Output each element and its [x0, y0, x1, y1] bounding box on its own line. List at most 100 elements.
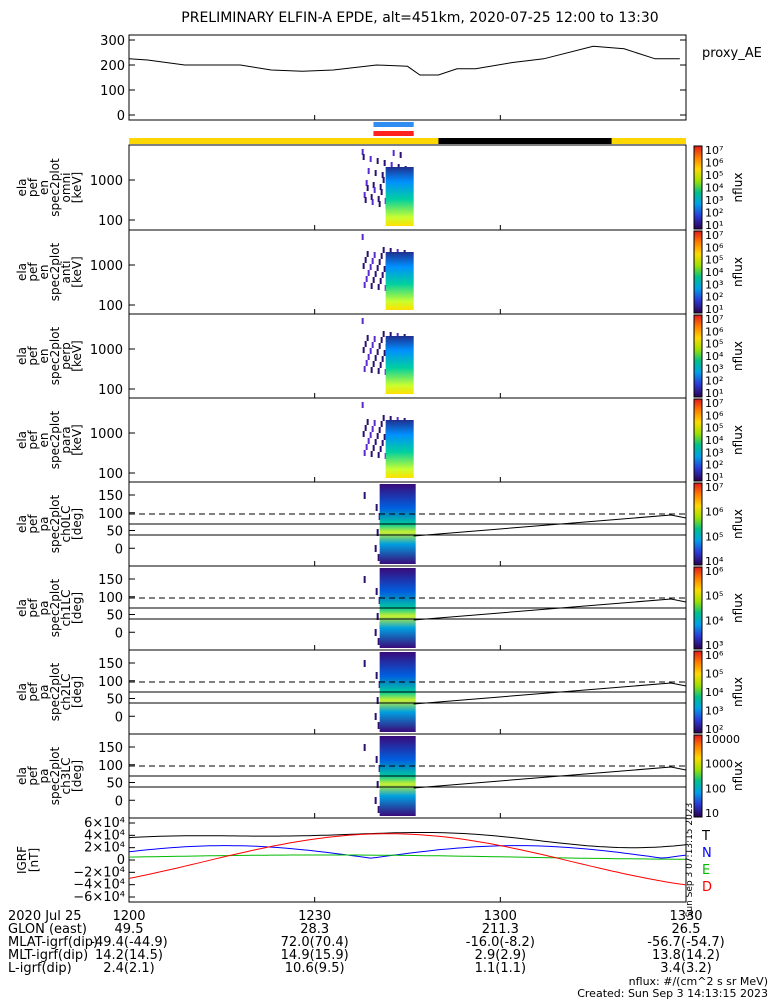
en3-colorbar-label: 10⁷: [705, 313, 723, 326]
pa0-ylabel: [deg]: [70, 508, 84, 540]
en2-colorbar: [693, 230, 703, 314]
en4-speckle: [362, 431, 365, 437]
pa3-ylabel: spec2plot: [48, 746, 62, 805]
en1-speckle: [374, 170, 377, 176]
en2-speckle: [370, 283, 373, 289]
pa3-ytick-label: 0: [115, 794, 123, 809]
en3-colorbar: [693, 314, 703, 398]
pa2-ylabel: ela: [15, 683, 29, 701]
en1-speckle: [390, 162, 393, 168]
ae-ytick-label: 300: [100, 34, 125, 49]
en1-speckle: [399, 152, 402, 158]
pa2-ylabel: pa: [37, 685, 51, 700]
pa0-ytick-label: 150: [98, 489, 123, 504]
en4-colorbar-label: 10¹: [705, 471, 723, 484]
en1-speckle: [371, 199, 374, 205]
pa3-colorbar-label: 10: [705, 807, 719, 820]
ae-ytick-label: 200: [100, 59, 125, 74]
en4-speckle: [370, 451, 373, 457]
en4-ylabel: ela: [15, 431, 29, 449]
en3-ytick-label: 100: [98, 383, 123, 398]
en3-speckle: [376, 349, 379, 355]
pa0-ylabel: ela: [15, 515, 29, 533]
footer-value: 1200: [112, 909, 145, 924]
footer-value: 1300: [484, 909, 517, 924]
en3-speckle: [366, 335, 369, 341]
en4-speckle: [373, 420, 376, 426]
igrf-ytick-label: 0: [117, 853, 125, 868]
en4-ylabel: en: [37, 433, 51, 448]
pa0-colorbar-label: 10⁷: [705, 481, 723, 494]
pa2-ylabel: pef: [26, 682, 40, 702]
en2-colorbar-label: 10²: [705, 291, 723, 304]
en3-speckle: [377, 368, 380, 374]
footer-value: 14.2(14.5): [95, 948, 163, 963]
pa3-speckle: [375, 756, 378, 763]
en2-speckle: [364, 257, 367, 263]
en4-spectrum: [385, 420, 414, 478]
en4-speckle: [378, 427, 381, 433]
en2-speckle: [382, 247, 385, 253]
en2-colorbar-label: 10⁴: [705, 266, 724, 279]
en3-colorbar-label: 10⁵: [705, 338, 723, 351]
en4-colorbar-label: 10⁵: [705, 422, 723, 435]
en4-speckle: [372, 445, 375, 451]
pa1-colorbar-label: 10⁶: [705, 565, 724, 578]
pa3-ytick-label: 50: [106, 777, 123, 792]
en2-colorbar-label: 10¹: [705, 303, 723, 316]
pa1-colorbar: [693, 566, 703, 650]
science-zone-mark-blue: [373, 122, 414, 127]
pa1-ylabel: [deg]: [70, 592, 84, 624]
en1-ylabel: omni: [59, 173, 73, 203]
pa2-colorbar-label: 10³: [705, 705, 723, 718]
ae-panel-frame: [128, 34, 687, 121]
pa3-ylabel: pef: [26, 766, 40, 786]
pa3-colorbar-label: 1000: [705, 758, 733, 771]
en3-ylabel: ela: [15, 347, 29, 365]
footer-value: -16.0(-8.2): [466, 935, 535, 950]
en3-speckle: [363, 366, 366, 372]
science-zone-mark-red: [373, 131, 414, 136]
pa2-ylabel: spec2plot: [48, 662, 62, 721]
en4-speckle: [369, 432, 372, 438]
en1-colorbar-unit: nflux: [731, 173, 745, 203]
pa2-ytick-label: 100: [98, 675, 123, 690]
pa3-ylabel: ela: [15, 767, 29, 785]
en3-speckle: [364, 341, 367, 347]
en1-speckle: [378, 201, 381, 207]
pa0-colorbar-label: 10⁴: [705, 555, 724, 568]
footer-value: 1330: [669, 909, 702, 924]
en3-speckle: [373, 336, 376, 342]
en3-speckle: [379, 362, 382, 368]
en1-speckle: [376, 158, 379, 164]
pa3-trend-line: [413, 766, 687, 789]
en4-colorbar-label: 10⁶: [705, 409, 724, 422]
pa3-ylabel: pa: [37, 769, 51, 784]
en1-speckle: [365, 180, 368, 186]
en2-speckle: [389, 248, 392, 254]
line-layer: [128, 45, 687, 886]
pa2-colorbar-label: 10⁵: [705, 668, 723, 681]
en2-speckle: [373, 252, 376, 258]
igrf-legend-E: E: [702, 863, 710, 878]
pa1-colorbar-label: 10⁵: [705, 590, 723, 603]
footer-value: -56.7(-54.7): [647, 935, 724, 950]
pa0-ylabel: spec2plot: [48, 494, 62, 553]
en2-colorbar-label: 10³: [705, 278, 723, 291]
en4-ylabel: [keV]: [70, 424, 84, 455]
en3-speckle: [389, 332, 392, 338]
pa2-ytick-label: 150: [98, 657, 123, 672]
en4-ytick-label: 1000: [90, 427, 123, 442]
footer-value: 26.5: [672, 922, 701, 937]
pa3-speckle: [374, 797, 377, 804]
en1-speckle: [382, 177, 385, 183]
en2-ylabel: anti: [59, 261, 73, 284]
units-note: nflux: #/(cm^2 s sr MeV): [629, 975, 768, 988]
pa1-speckle: [376, 613, 379, 620]
pa1-ylabel: ch1LC: [59, 590, 73, 627]
en2-colorbar-label: 10⁵: [705, 254, 723, 267]
en3-speckle: [381, 356, 384, 362]
footer-row-label: L-igrf(dip): [8, 961, 72, 976]
pa2-ytick-label: 0: [115, 710, 123, 725]
igrf-N-line: [128, 845, 687, 859]
